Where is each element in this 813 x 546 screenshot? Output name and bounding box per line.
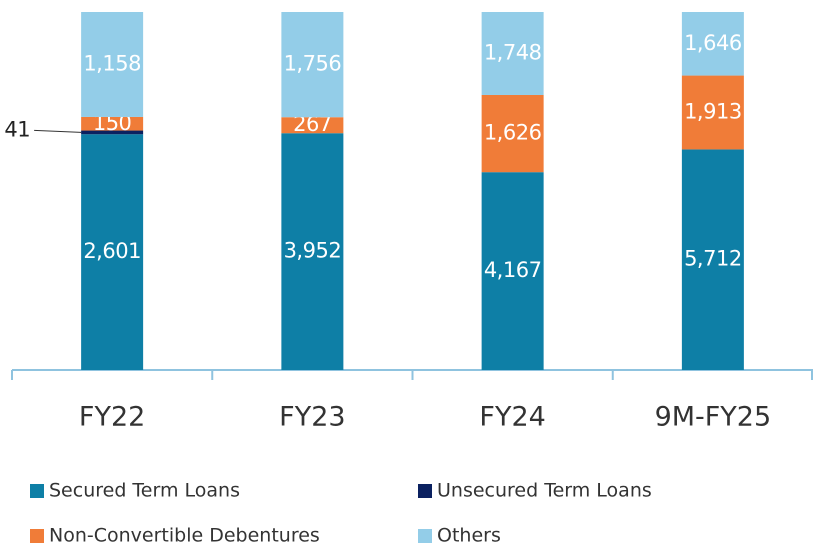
data-label: 1,748 bbox=[484, 40, 542, 64]
bar-segment bbox=[481, 94, 544, 173]
data-label: 1,158 bbox=[83, 51, 141, 75]
legend-label: Secured Term Loans bbox=[49, 480, 240, 502]
bar-segment bbox=[481, 12, 544, 95]
legend-swatch bbox=[30, 529, 44, 543]
data-label: 3,952 bbox=[284, 239, 342, 263]
data-label: 4,167 bbox=[484, 258, 542, 282]
data-label: 5,712 bbox=[684, 247, 742, 271]
leader-line bbox=[34, 129, 82, 133]
data-label: 1,756 bbox=[284, 52, 342, 76]
legend-label: Non-Convertible Debentures bbox=[49, 525, 320, 546]
x-tick-label: FY24 bbox=[479, 402, 545, 433]
bar-segment bbox=[481, 172, 544, 370]
legend-label: Unsecured Term Loans bbox=[437, 480, 652, 502]
bar-segment bbox=[281, 117, 344, 134]
data-label: 1,626 bbox=[484, 121, 542, 145]
bar-segment bbox=[81, 12, 144, 117]
data-label: 1,646 bbox=[684, 31, 742, 55]
legend-swatch bbox=[418, 529, 432, 543]
data-label: 1,913 bbox=[684, 99, 742, 123]
bar-segment bbox=[681, 75, 744, 150]
bar-segment bbox=[681, 149, 744, 370]
legend-label: Others bbox=[437, 525, 501, 546]
bar-segment bbox=[681, 12, 744, 76]
data-label: 41 bbox=[4, 117, 30, 141]
bar-segment bbox=[81, 130, 144, 135]
bar-segment bbox=[81, 116, 144, 131]
x-tick-label: FY22 bbox=[79, 402, 145, 433]
x-tick-label: FY23 bbox=[279, 402, 345, 433]
x-tick-label: 9M-FY25 bbox=[655, 402, 772, 433]
bar-segment bbox=[281, 133, 344, 370]
legend-swatch bbox=[418, 484, 432, 498]
bar-segment bbox=[81, 134, 144, 370]
data-label: 2,601 bbox=[83, 239, 141, 263]
bar-segment bbox=[281, 12, 344, 118]
legend-swatch bbox=[30, 484, 44, 498]
